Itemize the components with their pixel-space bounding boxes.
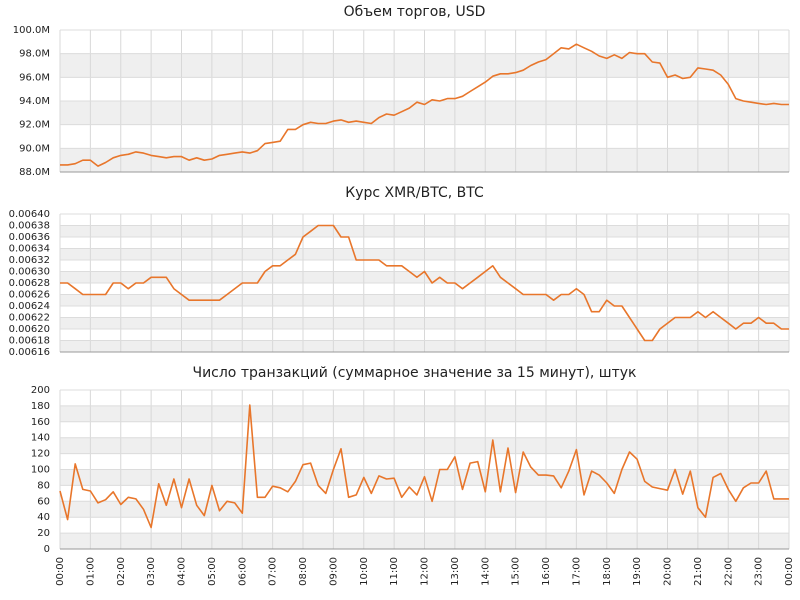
y-tick-label: 98.0M [19,49,50,60]
y-tick-label: 0.00630 [9,267,50,278]
x-tick-label: 05:00 [207,557,218,586]
x-tick-label: 02:00 [116,557,127,586]
y-tick-label: 88.0M [19,167,50,178]
x-tick-label: 06:00 [237,557,248,586]
x-tick-label: 19:00 [632,557,643,586]
line [60,43,789,167]
y-tick-label: 0.00624 [9,301,50,312]
y-tick-label: 94.0M [19,96,50,107]
x-tick-label: 00:00 [55,557,66,586]
x-tick-label: 04:00 [177,557,188,586]
y-tick-label: 60 [37,496,50,507]
y-tick-label: 160 [31,417,50,428]
x-tick-label: 23:00 [754,557,765,586]
chart-title: Число транзакций (суммарное значение за … [192,365,636,381]
y-tick-label: 0.00634 [9,244,50,255]
y-tick-label: 0.00626 [9,290,50,301]
line [59,404,789,529]
y-tick-label: 40 [37,512,50,523]
y-tick-label: 120 [31,449,50,460]
x-tick-label: 08:00 [298,557,309,586]
chart-title: Курс XMR/BTC, BTC [345,185,484,201]
y-tick-label: 96.0M [19,72,50,83]
y-tick-label: 20 [37,528,50,539]
x-tick-label: 11:00 [389,557,400,586]
y-tick-label: 0.00616 [9,347,50,358]
y-tick-label: 0.00638 [9,221,50,232]
x-tick-label: 03:00 [146,557,157,586]
y-tick-label: 0.00632 [9,255,50,266]
x-tick-label: 01:00 [85,557,96,586]
x-tick-label: 18:00 [602,557,613,586]
y-tick-label: 100.0M [13,25,50,36]
y-tick-label: 140 [31,433,50,444]
y-tick-label: 90.0M [19,143,50,154]
x-tick-label: 14:00 [480,557,491,586]
y-tick-label: 92.0M [19,120,50,131]
y-tick-label: 0.00640 [9,209,50,220]
x-tick-label: 13:00 [450,557,461,586]
y-tick-label: 0.00636 [9,232,50,243]
y-tick-label: 180 [31,401,50,412]
x-tick-label: 00:00 [784,557,795,586]
y-tick-label: 100 [31,465,50,476]
x-tick-label: 17:00 [571,557,582,586]
x-tick-label: 15:00 [511,557,522,586]
line [60,224,789,342]
y-tick-label: 0.00618 [9,336,50,347]
y-tick-label: 0.00620 [9,324,50,335]
x-tick-label: 22:00 [723,557,734,586]
y-tick-label: 0 [44,544,50,555]
x-tick-label: 21:00 [693,557,704,586]
x-tick-label: 16:00 [541,557,552,586]
x-tick-label: 09:00 [328,557,339,586]
y-tick-label: 0.00622 [9,313,50,324]
x-tick-label: 12:00 [420,557,431,586]
y-tick-label: 200 [31,385,50,396]
chart-title: Объем торгов, USD [344,4,486,20]
x-tick-label: 20:00 [663,557,674,586]
y-tick-label: 80 [37,480,50,491]
y-tick-label: 0.00628 [9,278,50,289]
x-tick-label: 10:00 [359,557,370,586]
x-tick-label: 07:00 [268,557,279,586]
